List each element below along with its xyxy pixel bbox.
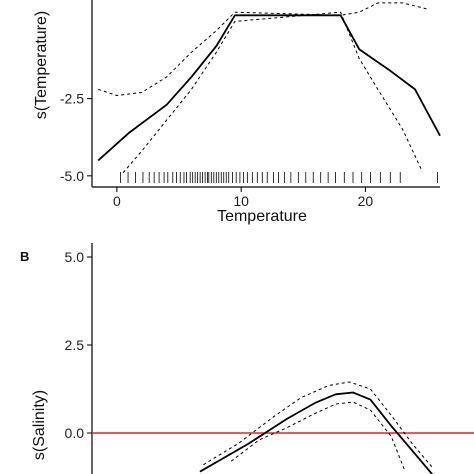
- y-tick-label: 0.0: [65, 425, 85, 441]
- x-tick-label: 0: [113, 193, 121, 209]
- x-tick-label: 10: [233, 193, 249, 209]
- rug-marks: [120, 172, 438, 183]
- y-axis-title-temperature: s(Temperature): [33, 11, 50, 119]
- panel-letter-b: B: [20, 249, 29, 264]
- y-axis-title-salinity: s(Salinity): [31, 390, 48, 460]
- series-ci-lower: [122, 11, 422, 174]
- y-tick-label: -5.0: [60, 168, 84, 184]
- x-tick-label: 20: [358, 193, 374, 209]
- y-tick-label: 2.5: [65, 337, 85, 353]
- y-tick-label: 5.0: [65, 249, 85, 265]
- series-ci-lower: [230, 401, 406, 472]
- y-tick-label: -2.5: [60, 91, 84, 107]
- series-ci-upper: [203, 381, 434, 469]
- series-ci-upper: [98, 2, 428, 96]
- series-fit: [199, 391, 434, 474]
- x-axis-title-temperature: Temperature: [217, 208, 307, 225]
- panel-salinity: B s(Salinity) 5.0 2.5 0.0: [20, 243, 474, 474]
- series-fit: [97, 14, 441, 162]
- panel-temperature: s(Temperature) -2.5 -5.0 0 10 20 Temperatur…: [33, 0, 441, 225]
